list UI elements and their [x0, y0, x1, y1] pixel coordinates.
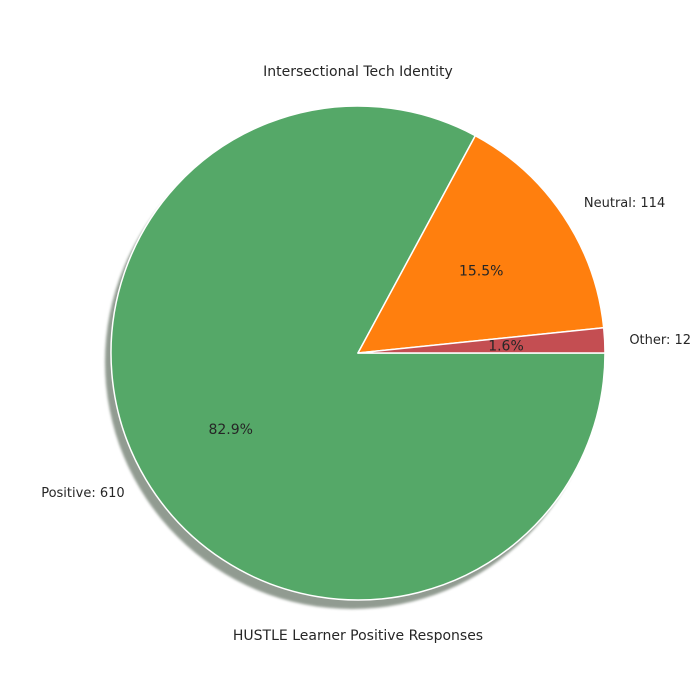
x-axis-label: HUSTLE Learner Positive Responses: [233, 628, 483, 644]
slice-percent-3: 1.6%: [488, 338, 524, 354]
slice-label-2: Neutral: 114: [584, 196, 665, 211]
pie-labels: Positive: 610 82.9% Neutral: 114 15.5% Other…: [41, 196, 691, 501]
slice-label-1: Positive: 610: [41, 486, 124, 501]
slice-label-3: Other: 12: [629, 333, 691, 348]
chart-title: Intersectional Tech Identity: [263, 64, 453, 80]
pie-slice-2: [357, 134, 605, 354]
slice-percent-2: 15.5%: [459, 264, 503, 280]
slice-percent-1: 82.9%: [208, 422, 252, 438]
pie-slices: [110, 105, 606, 601]
pie-slice-3: [357, 326, 606, 354]
